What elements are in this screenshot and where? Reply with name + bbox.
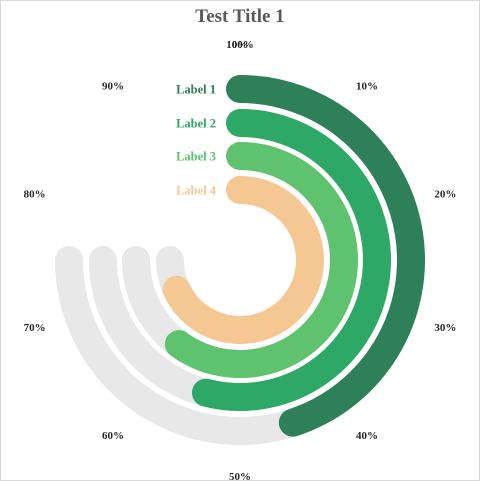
tick-label: 40%	[356, 430, 378, 442]
tick-label: 80%	[24, 188, 46, 200]
tick-label: 20%	[434, 188, 456, 200]
tick-label: 50%	[229, 471, 251, 481]
bar-1	[226, 75, 425, 437]
series-label-1: Label 1	[176, 83, 216, 97]
bar-4	[162, 176, 324, 344]
series-label-3: Label 3	[176, 150, 216, 164]
tick-label: 90%	[102, 80, 124, 92]
bar-2	[191, 109, 391, 411]
tick-label: 70%	[24, 322, 46, 334]
tick-label: 30%	[434, 322, 456, 334]
series-label-2: Label 2	[176, 117, 216, 131]
tick-label: 60%	[102, 430, 124, 442]
chart-title: Test Title 1	[195, 6, 285, 27]
series-label-4: Label 4	[176, 184, 217, 198]
tick-label: 10%	[356, 80, 378, 92]
tick-label: 0%	[232, 39, 249, 51]
bar-3	[164, 142, 358, 378]
tick-label: 100%	[226, 39, 254, 51]
